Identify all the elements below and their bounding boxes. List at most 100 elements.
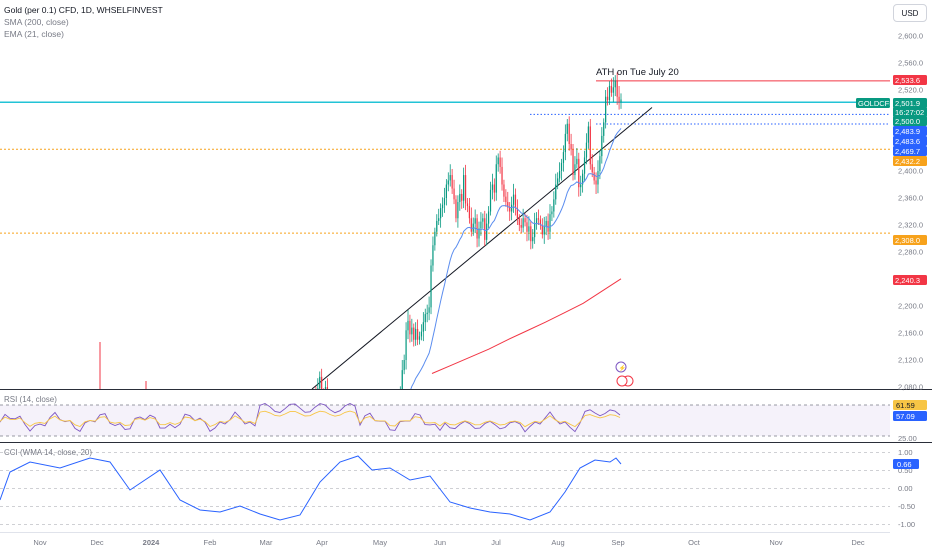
y-tick-label: -0.50: [898, 502, 915, 511]
y-tick-label: 25.00: [898, 434, 917, 443]
price-label: 2,500.0: [895, 117, 920, 126]
candle: [430, 265, 432, 308]
y-tick-label: 2,280.0: [898, 248, 923, 257]
candle: [528, 226, 530, 232]
price-label-box: [893, 400, 927, 410]
candle: [605, 96, 607, 123]
price-label: 2,240.3: [895, 276, 920, 285]
currency-button[interactable]: USD: [893, 4, 927, 22]
candle: [618, 96, 620, 103]
candle: [441, 204, 444, 209]
candle: [509, 207, 511, 212]
rsi-ma-line: [0, 410, 621, 428]
candle: [583, 157, 586, 174]
x-tick-label: Jul: [491, 538, 501, 547]
candle: [610, 85, 613, 93]
candle: [281, 444, 282, 447]
candle: [558, 171, 561, 179]
candle: [464, 175, 467, 204]
candle: [524, 218, 526, 223]
candle: [432, 245, 434, 266]
candle: [418, 336, 421, 340]
y-tick-label: 0.00: [898, 484, 913, 493]
x-tick-label: Mar: [260, 538, 273, 547]
candle: [411, 327, 413, 335]
price-label: 2,308.0: [895, 236, 920, 245]
rsi-title: RSI (14, close): [4, 395, 57, 404]
sma200-line: [431, 278, 622, 374]
candle: [319, 376, 321, 389]
candle: [422, 322, 424, 332]
candle: [438, 218, 440, 221]
price-label-box: [893, 235, 927, 245]
candle: [321, 376, 323, 389]
rsi-line: [0, 402, 621, 433]
price-label-box: [893, 98, 927, 108]
y-tick-label: 0.50: [898, 466, 913, 475]
candle: [512, 194, 515, 205]
candle: [472, 223, 474, 232]
x-tick-label: Feb: [204, 538, 217, 547]
price-label: 2,469.7: [895, 147, 920, 156]
price-label-box: [893, 116, 927, 126]
candle: [591, 164, 593, 173]
candle: [539, 219, 542, 225]
chart-legend: Gold (per 0.1) CFD, 1D, WHSELFINVEST SMA…: [4, 4, 163, 40]
candle: [526, 222, 528, 232]
candle: [568, 123, 570, 144]
candle: [482, 218, 484, 222]
candle: [495, 164, 497, 193]
candle: [403, 360, 405, 371]
candle: [296, 440, 297, 451]
candle: [283, 444, 284, 446]
candle: [606, 96, 609, 101]
candle: [578, 158, 580, 188]
candle: [409, 320, 411, 335]
candle: [324, 387, 327, 389]
y-tick-label: -1.00: [898, 520, 915, 529]
candle: [616, 80, 618, 97]
candle: [398, 394, 399, 401]
x-tick-label: Nov: [769, 538, 783, 547]
y-tick-label: 2,520.0: [898, 86, 923, 95]
candle: [612, 87, 614, 93]
candle: [614, 80, 616, 88]
candle: [535, 218, 538, 224]
candle: [593, 172, 595, 181]
candle: [461, 193, 463, 201]
candle: [580, 184, 582, 188]
candle: [493, 184, 495, 193]
candle: [620, 99, 622, 103]
cci-value: 0.66: [897, 460, 912, 469]
price-label-box: [893, 411, 927, 421]
candle: [595, 180, 597, 185]
trendline: [311, 107, 653, 389]
candle: [407, 320, 409, 331]
candle: [564, 133, 566, 153]
candle: [449, 175, 451, 181]
candle: [516, 208, 518, 219]
x-tick-label: Nov: [33, 538, 47, 547]
candle: [457, 202, 459, 219]
candle: [478, 228, 480, 239]
price-label: GOLDCFD: [858, 99, 895, 108]
candle: [520, 225, 522, 228]
candle: [553, 199, 555, 212]
price-label: 2,432.2: [895, 157, 920, 166]
candle: [440, 208, 442, 219]
candle: [589, 126, 591, 165]
x-tick-label: May: [373, 538, 387, 547]
candle: [424, 314, 426, 323]
x-tick-label: Apr: [316, 538, 328, 547]
x-tick-label: Dec: [851, 538, 865, 547]
candle: [585, 142, 588, 158]
candle: [428, 307, 430, 313]
candle: [476, 218, 478, 239]
candle: [562, 152, 565, 163]
candle: [543, 226, 545, 235]
candle: [599, 156, 601, 171]
price-label: 2,483.6: [895, 137, 920, 146]
candle: [436, 220, 438, 232]
cci-line: [0, 455, 622, 521]
